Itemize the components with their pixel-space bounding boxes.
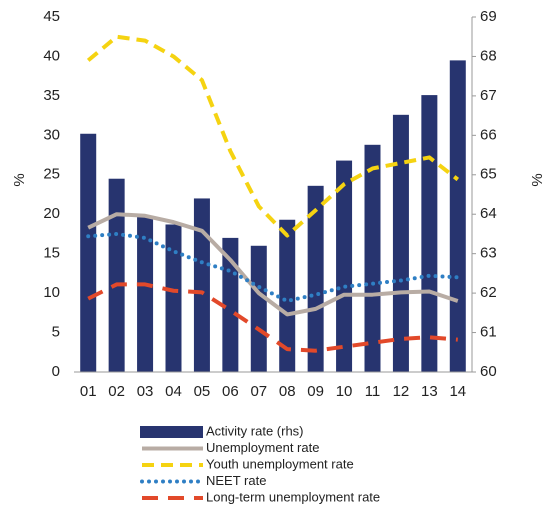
line <box>86 231 460 303</box>
y-tick-label: 35 <box>43 87 60 104</box>
y2-tick-label: 61 <box>480 324 497 341</box>
bar <box>137 215 154 372</box>
bar <box>421 95 438 372</box>
y2-tick-label: 67 <box>480 87 497 104</box>
legend-label: Unemployment rate <box>206 440 319 455</box>
bar <box>307 185 324 372</box>
y-axis-label: % <box>11 173 28 186</box>
y-tick-label: 25 <box>43 166 60 183</box>
y2-tick-label: 66 <box>480 126 497 143</box>
y2-axis-label: % <box>529 173 546 186</box>
legend-swatch <box>140 426 203 438</box>
bar <box>279 219 296 372</box>
y2-tick-label: 69 <box>480 8 497 25</box>
x-tick-label: 13 <box>421 383 438 400</box>
x-tick-label: 14 <box>449 383 466 400</box>
y-tick-label: 0 <box>52 363 60 380</box>
x-tick-label: 11 <box>365 383 381 400</box>
x-tick-label: 03 <box>137 383 154 400</box>
y-tick-label: 20 <box>43 205 60 222</box>
legend-label: Activity rate (rhs) <box>206 423 304 438</box>
bar <box>165 224 182 372</box>
x-tick-label: 06 <box>222 383 239 400</box>
y-tick-label: 40 <box>43 47 60 64</box>
legend-label: Youth unemployment rate <box>206 456 354 471</box>
y2-tick-label: 63 <box>480 245 497 262</box>
line <box>86 34 460 238</box>
y2-tick-label: 64 <box>480 205 497 222</box>
x-tick-label: 07 <box>250 383 267 400</box>
bar <box>449 60 466 373</box>
legend-label: Long-term unemployment rate <box>206 489 380 504</box>
y-tick-label: 5 <box>52 324 60 341</box>
x-tick-label: 12 <box>393 383 410 400</box>
line <box>87 212 459 317</box>
legend-label: NEET rate <box>206 473 266 488</box>
y-tick-label: 30 <box>43 126 60 143</box>
y2-tick-label: 68 <box>480 47 497 64</box>
bar <box>364 144 381 372</box>
x-tick-label: 10 <box>336 383 353 400</box>
bar <box>80 133 97 372</box>
x-tick-label: 02 <box>108 383 125 400</box>
y-tick-label: 15 <box>43 245 60 262</box>
bar <box>193 198 210 372</box>
y-tick-label: 45 <box>43 8 60 25</box>
y2-tick-label: 65 <box>480 166 497 183</box>
x-tick-label: 08 <box>279 383 296 400</box>
x-tick-label: 09 <box>307 383 324 400</box>
x-tick-label: 01 <box>80 383 97 400</box>
x-tick-label: 05 <box>194 383 211 400</box>
bar <box>250 245 267 372</box>
x-tick-label: 04 <box>165 383 182 400</box>
bar <box>108 178 125 372</box>
y2-tick-label: 60 <box>480 363 497 380</box>
y2-tick-label: 62 <box>480 284 497 301</box>
bar <box>222 237 239 372</box>
line <box>87 282 458 353</box>
y-tick-label: 10 <box>43 284 60 301</box>
bar <box>336 160 353 372</box>
bar <box>392 114 409 373</box>
